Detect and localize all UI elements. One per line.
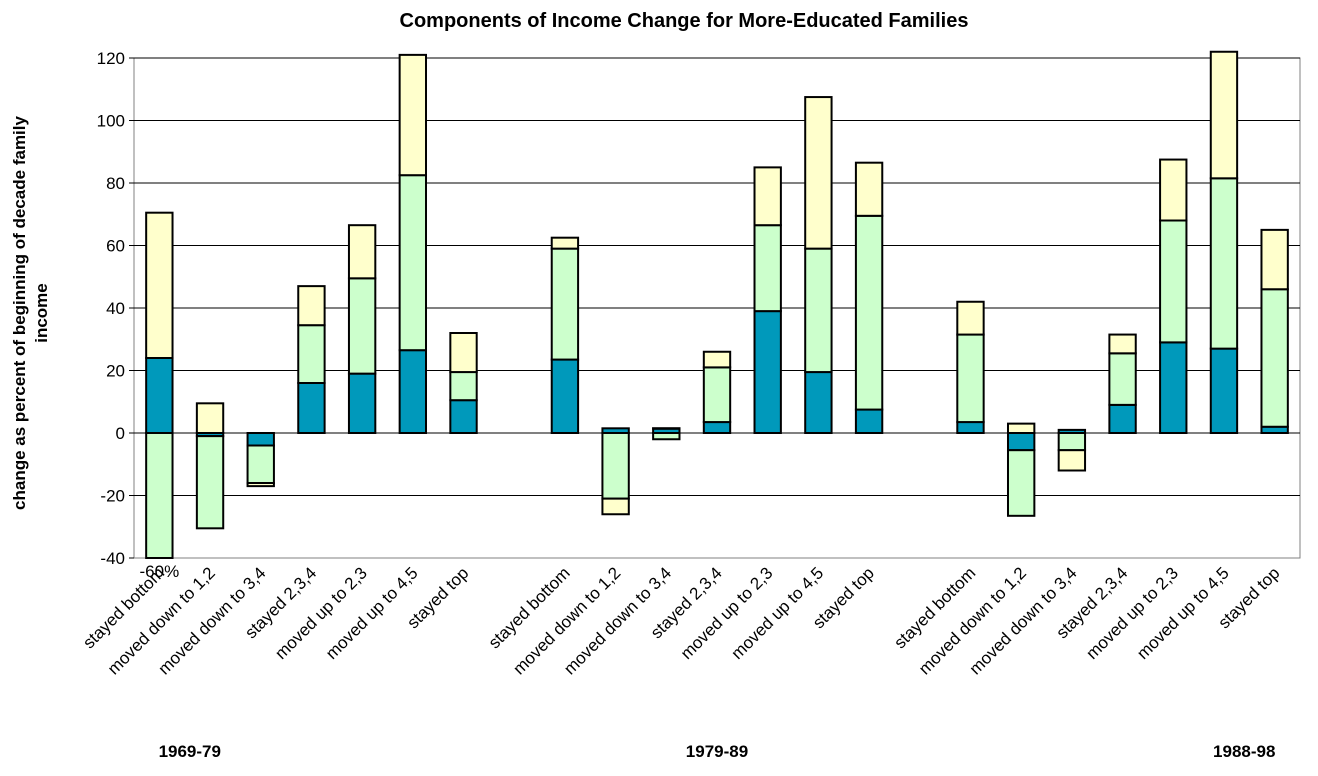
- group-label: 1969-79: [159, 742, 221, 761]
- bar-segment: [550, 358, 580, 434]
- bar-segment: [601, 432, 630, 500]
- bar-segment: [398, 53, 428, 177]
- bar-segment: [1209, 177, 1239, 350]
- bar-segment: [702, 421, 732, 434]
- bar-segment: [1006, 449, 1036, 517]
- y-tick-label: 20: [106, 362, 125, 381]
- y-axis-label-line-2: income: [32, 283, 51, 343]
- y-tick-label: 120: [97, 49, 125, 68]
- y-tick-label: 80: [106, 174, 125, 193]
- bar-segment: [854, 161, 884, 217]
- bar-segment: [195, 402, 225, 434]
- bar-segment: [753, 166, 782, 227]
- bar-segment: [854, 214, 884, 411]
- chart-title: Components of Income Change for More-Edu…: [400, 10, 969, 32]
- bar-segment: [347, 277, 377, 375]
- bar-segment: [1108, 403, 1137, 434]
- bar-segment: [347, 224, 377, 280]
- bar-segment: [449, 399, 478, 434]
- x-tick-label: moved up to 2,3: [271, 563, 371, 663]
- bar-segment: [652, 432, 681, 441]
- bar-segment: [1057, 432, 1087, 452]
- bar-segment: [398, 174, 428, 352]
- y-axis-label-line-1: change as percent of beginning of decade…: [10, 116, 29, 510]
- bar-segment: [804, 371, 833, 434]
- y-tick-label: 100: [97, 112, 125, 131]
- bar-segment: [297, 285, 326, 327]
- bar-segment: [246, 444, 275, 484]
- bar-segment: [702, 350, 732, 369]
- x-tick-label: moved up to 4,5: [728, 563, 828, 663]
- bar-segment: [1108, 352, 1137, 406]
- bar-segment: [1209, 347, 1239, 434]
- x-tick-label: moved up to 4,5: [322, 563, 422, 663]
- bar-segment: [1006, 422, 1036, 434]
- bar-segment: [297, 382, 326, 434]
- group-label: 1988-98: [1213, 742, 1275, 761]
- x-tick-label: moved up to 2,3: [677, 563, 777, 663]
- bar-segment: [1108, 333, 1137, 355]
- bar-segment: [702, 366, 732, 424]
- group-label: 1979-89: [686, 742, 748, 761]
- bar-segment: [804, 247, 833, 374]
- bar-segment: [601, 497, 630, 516]
- bar-segment: [550, 236, 580, 250]
- x-tick-label: moved up to 4,5: [1133, 563, 1233, 663]
- bar-segment: [347, 372, 377, 434]
- bar-segment: [246, 482, 275, 488]
- y-tick-label: 60: [106, 237, 125, 256]
- bar-segment: [1209, 50, 1239, 180]
- bar-segment: [1057, 449, 1087, 472]
- bar-segment: [753, 310, 782, 434]
- bar-segment: [550, 247, 580, 361]
- bar-segment: [1006, 432, 1036, 452]
- bar-segment: [145, 211, 174, 359]
- bar-segment: [1159, 158, 1188, 222]
- bar-segment: [956, 333, 985, 424]
- bar-segment: [297, 324, 326, 384]
- bar-segment: [652, 427, 681, 430]
- y-tick-label: 40: [106, 299, 125, 318]
- bar-segment: [956, 300, 985, 336]
- bar-segment: [145, 357, 174, 434]
- bar-segment: [1159, 219, 1188, 344]
- bar-segment: [804, 96, 833, 250]
- bar-segment: [145, 432, 174, 559]
- bar-segment: [195, 435, 225, 530]
- bar-segment: [449, 332, 478, 374]
- bar-segment: [753, 224, 782, 313]
- bar-segment: [1260, 288, 1289, 428]
- x-tick-label: moved up to 2,3: [1082, 563, 1182, 663]
- y-tick-label: -20: [100, 487, 125, 506]
- bar-segment: [246, 432, 275, 447]
- bar-segment: [398, 349, 428, 434]
- y-tick-label: 0: [116, 424, 125, 443]
- bar-segment: [854, 408, 884, 434]
- bar-segment: [1159, 341, 1188, 434]
- bar-segment: [956, 421, 985, 434]
- annotation-label: -60%: [140, 562, 180, 581]
- y-tick-label: -40: [100, 549, 125, 568]
- bar-segment: [1260, 228, 1289, 291]
- bar-segment: [449, 371, 478, 402]
